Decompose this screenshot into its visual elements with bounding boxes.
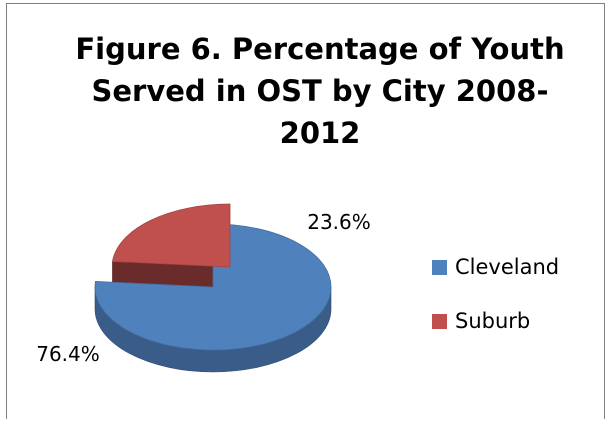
legend-label-suburb: Suburb [455,309,531,333]
chart-title: Figure 6. Percentage of Youth Served in … [40,28,600,154]
chart-title-line-1: Figure 6. Percentage of Youth [75,32,565,66]
pie-tops [94,203,332,351]
chart-title-line-3: 2012 [279,116,361,150]
data-label-cleveland: 76.4% [36,342,100,366]
legend-swatch-cleveland [432,259,447,275]
legend-item-cleveland: Cleveland [432,253,559,281]
legend-label-cleveland: Cleveland [455,255,560,279]
legend-item-suburb: Suburb [432,307,559,335]
data-label-suburb: 23.6% [307,210,371,234]
pie-slice-cleveland [94,223,332,351]
legend-swatch-suburb [432,313,447,329]
chart-area [6,3,605,419]
chart-title-line-2: Served in OST by City 2008- [91,74,549,108]
pie-slice-suburb [111,203,231,268]
chart-legend: Cleveland Suburb [432,253,559,361]
